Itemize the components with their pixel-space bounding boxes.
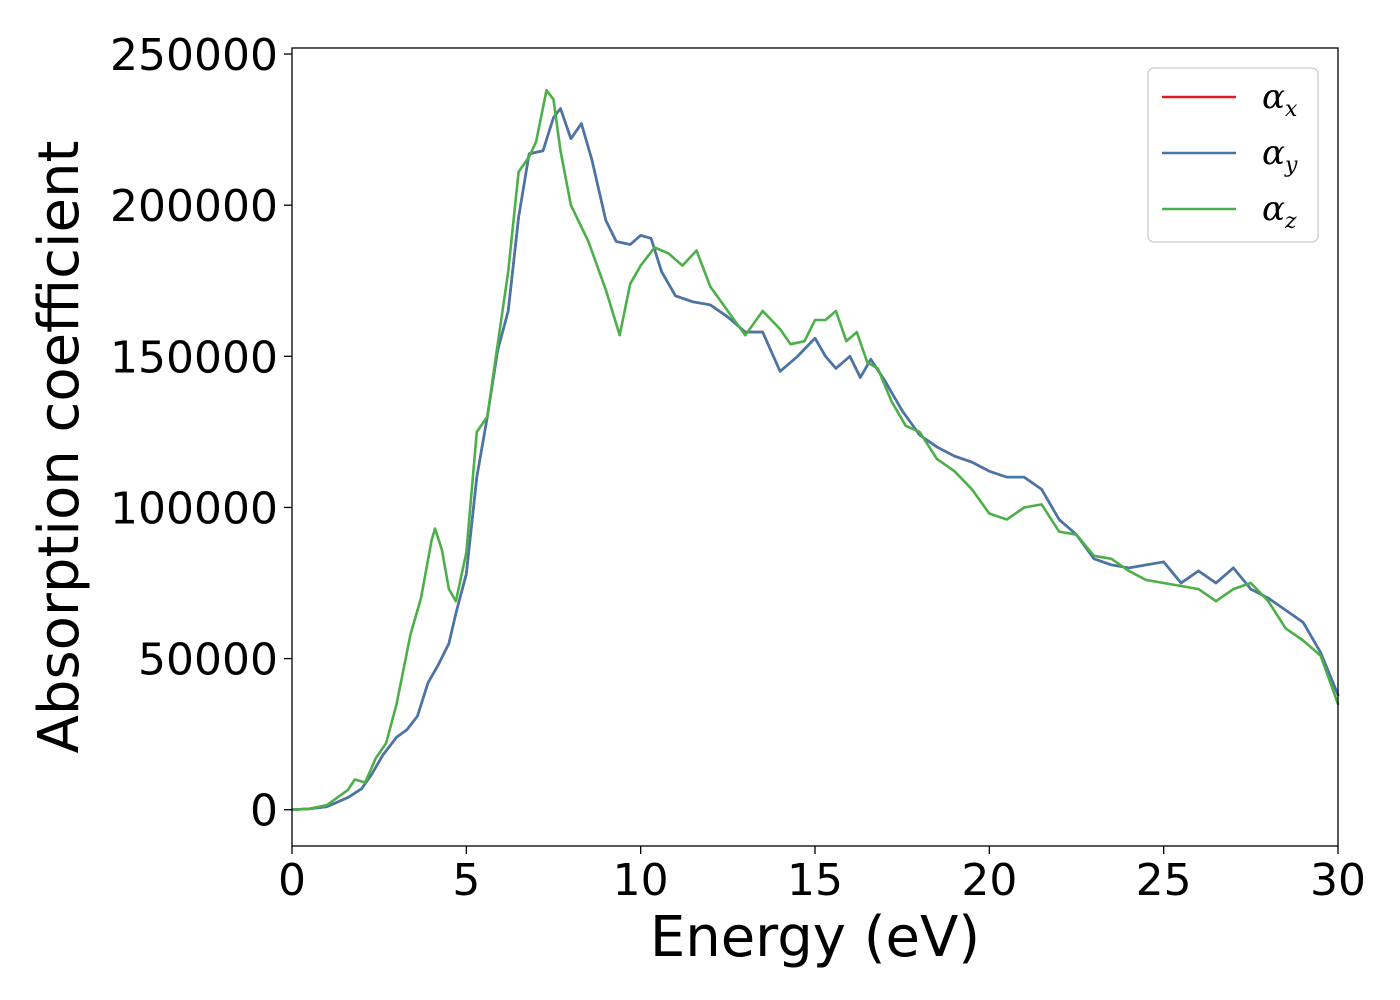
x-tick-label: 20: [961, 855, 1017, 906]
legend-label-z: αz: [1262, 189, 1297, 234]
y-tick-label: 0: [250, 786, 278, 837]
legend-label-x: αx: [1262, 77, 1298, 122]
y-tick-label: 200000: [110, 181, 278, 232]
legend-label-y: αy: [1262, 133, 1298, 178]
x-tick-label: 0: [278, 855, 306, 906]
x-axis: 0 5 10 15 20 25 30: [278, 846, 1366, 906]
x-tick-label: 25: [1136, 855, 1192, 906]
legend-box: [1147, 67, 1319, 243]
x-tick-label: 10: [613, 855, 669, 906]
y-tick-label: 50000: [138, 635, 278, 686]
y-tick-label: 150000: [110, 332, 278, 383]
series-layer: [290, 89, 1340, 811]
y-axis-title: Absorption coefficient: [27, 141, 92, 754]
legend: αx αy αz: [1147, 67, 1319, 243]
x-tick-label: 15: [787, 855, 843, 906]
x-axis-title: Energy (eV): [650, 905, 980, 970]
y-tick-label: 100000: [110, 483, 278, 534]
y-axis: 0 50000 100000 150000 200000 250000: [110, 30, 292, 837]
y-tick-label: 250000: [110, 30, 278, 81]
x-tick-label: 30: [1310, 855, 1366, 906]
series-line-z: [290, 89, 1340, 811]
x-tick-label: 5: [452, 855, 480, 906]
